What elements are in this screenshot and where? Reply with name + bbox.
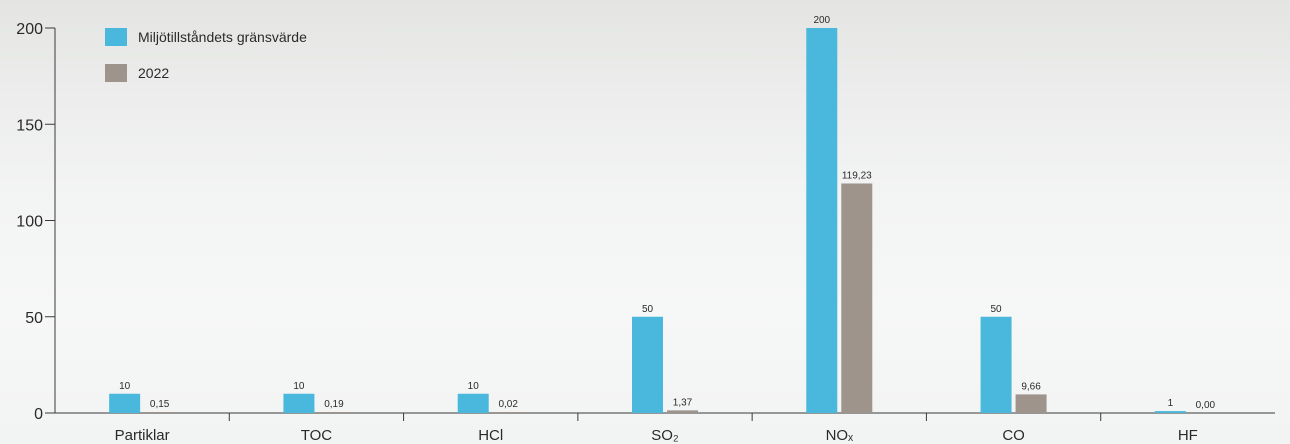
y-tick-label: 150 — [16, 117, 43, 134]
limit-bar — [1154, 411, 1186, 413]
data-label: 50 — [642, 304, 654, 315]
limit-bar — [457, 393, 489, 413]
y-tick-label: 100 — [16, 214, 43, 231]
limit-bar — [980, 316, 1012, 413]
data-label: 50 — [991, 304, 1003, 315]
y-tick-label: 50 — [25, 310, 43, 327]
limit-bar — [632, 316, 663, 413]
legend-label: 2022 — [138, 65, 169, 81]
legend-swatch — [105, 64, 127, 82]
y-axis: 0 50 100 150 200 — [16, 21, 56, 423]
data-label: 119,23 — [842, 170, 872, 181]
y-tick-label: 200 — [16, 21, 43, 38]
data-label: 0,15 — [150, 399, 170, 410]
category-label: CO — [1002, 427, 1025, 444]
year-bar — [492, 412, 524, 413]
limit-bar — [109, 393, 141, 413]
category-label: HF — [1178, 427, 1198, 444]
category-label: NOₓ — [826, 427, 854, 444]
category-label: HCl — [478, 427, 503, 444]
data-label: 10 — [119, 381, 131, 392]
data-label: 0,00 — [1196, 400, 1216, 411]
year-bar — [841, 183, 873, 413]
bars: 10 0,15 10 0,19 10 0,02 50 1,37 200 119,23 50 9,66 1… — [109, 15, 1216, 413]
data-label: 10 — [468, 381, 480, 392]
data-label: 10 — [293, 381, 305, 392]
legend-label: Miljötillståndets gränsvärde — [138, 29, 307, 45]
data-label: 1 — [1168, 398, 1174, 409]
category-label: TOC — [301, 427, 333, 444]
data-label: 200 — [813, 15, 830, 26]
data-label: 9,66 — [1021, 381, 1041, 392]
legend-swatch — [105, 28, 127, 46]
limit-bar — [283, 393, 315, 413]
year-bar — [318, 412, 350, 413]
year-bar — [667, 410, 698, 413]
data-label: 0,19 — [324, 399, 344, 410]
category-label: SO₂ — [651, 427, 679, 444]
year-bar — [1015, 394, 1047, 413]
legend: Miljötillståndets gränsvärde 2022 — [105, 28, 307, 82]
y-tick-label: 0 — [34, 406, 43, 423]
year-bar — [144, 412, 176, 413]
data-label: 1,37 — [673, 397, 693, 408]
data-label: 0,02 — [498, 399, 518, 410]
limit-bar — [806, 28, 838, 413]
x-axis: Partiklar TOC HCl SO₂ NOₓ CO HF — [55, 412, 1275, 444]
category-label: Partiklar — [115, 427, 170, 444]
